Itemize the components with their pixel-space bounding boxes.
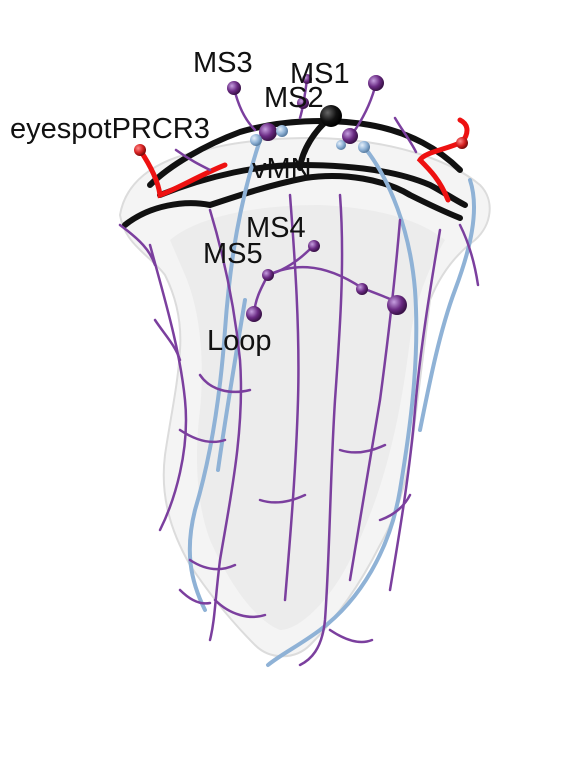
- blue-neurite-4: [216, 298, 247, 472]
- purple-neurite-5: [348, 218, 402, 582]
- soma-ms1-right: [368, 75, 384, 91]
- label-eyespot: eyespotPRCR3: [10, 113, 210, 145]
- soma-right: [387, 295, 407, 315]
- soma-vmn-blue-1: [250, 134, 262, 146]
- black-ring-lower: [122, 173, 463, 228]
- soma-red-right: [456, 137, 468, 149]
- soma-vmn-left: [259, 123, 277, 141]
- purple-neurite-4: [298, 193, 344, 667]
- purple-neurite-13: [118, 223, 480, 362]
- soma-ms3: [227, 81, 241, 95]
- soma-mid-right: [356, 283, 368, 295]
- purple-neurite-15: [174, 116, 418, 172]
- blue-neurite-3: [418, 178, 477, 432]
- soma-ms4: [308, 240, 320, 252]
- blue-neurite-1: [187, 138, 262, 612]
- soma-ms5: [262, 269, 274, 281]
- purple-neurite-12: [178, 373, 412, 571]
- body-inner-shade: [170, 205, 445, 630]
- label-ms5: MS5: [203, 238, 263, 270]
- somata: [134, 74, 468, 322]
- blue-neurites: [187, 138, 477, 667]
- purple-neurite-6: [388, 228, 442, 592]
- label-vmn: vMN: [252, 153, 312, 185]
- soma-black: [320, 105, 342, 127]
- purple-neurite-3: [283, 193, 300, 602]
- label-ms2: MS2: [264, 82, 324, 114]
- soma-ms2: [297, 97, 309, 109]
- soma-loop: [246, 306, 262, 322]
- soma-vmn-blue-2: [276, 125, 288, 137]
- label-ms1: MS1: [290, 58, 350, 90]
- black-ring-upper: [147, 118, 463, 188]
- red-neurite-right: [416, 139, 465, 203]
- label-loop: Loop: [207, 325, 272, 357]
- label-ms3: MS3: [193, 47, 253, 79]
- soma-vmn-blue-3: [358, 141, 370, 153]
- purple-neurite-2: [208, 208, 243, 642]
- blue-neurite-2: [266, 146, 419, 667]
- soma-vmn-right: [342, 128, 358, 144]
- soma-vmn-blue-4: [336, 140, 346, 150]
- soma-ms1: [302, 74, 312, 84]
- label-ms4: MS4: [246, 212, 306, 244]
- soma-eyespot: [134, 144, 146, 156]
- red-neurite-left: [137, 147, 228, 199]
- purple-neurite-1: [148, 243, 188, 532]
- purple-neurite-9: [232, 86, 257, 132]
- purple-neurite-14: [178, 588, 374, 644]
